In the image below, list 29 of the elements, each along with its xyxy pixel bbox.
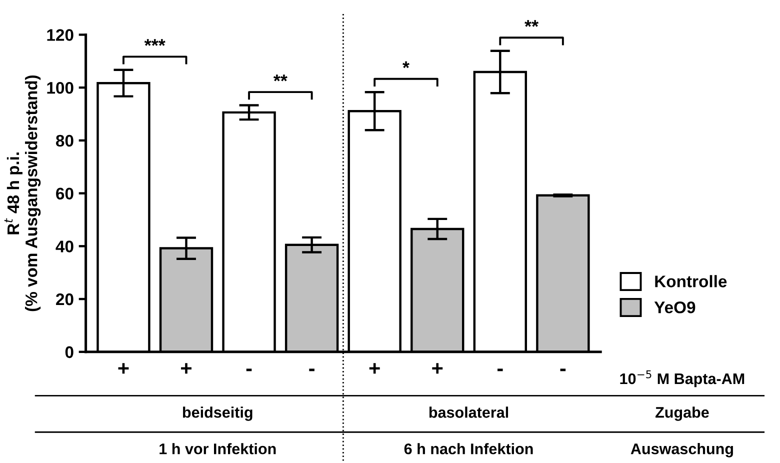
annotation: *: [402, 61, 410, 68]
x-tick-label: -: [309, 368, 314, 372]
text: basolateral: [429, 406, 508, 418]
x-tick-label: +: [181, 363, 192, 374]
annotation: **: [273, 74, 288, 82]
y-tick-label: 80: [56, 134, 74, 147]
text: Zugabe: [656, 406, 709, 421]
y-tick-label: 40: [56, 240, 74, 252]
text: 6 h nach Infektion: [404, 443, 533, 454]
legend-label: Kontrolle: [655, 275, 727, 288]
y-tick-label: 0: [65, 346, 74, 358]
x-tick-label: -: [497, 368, 503, 372]
text: Auswaschung: [630, 443, 733, 458]
text: beidseitig: [182, 406, 252, 421]
x-tick-label: +: [369, 363, 380, 374]
text: 10$^{−5}$ M Bapta-AM: [620, 370, 744, 388]
y-tick-label: 60: [56, 188, 74, 200]
annotation: ***: [144, 39, 166, 46]
legend-label: YeO9: [654, 301, 696, 314]
y-tick-label: 120: [47, 29, 74, 41]
x-tick-label: +: [118, 363, 129, 374]
y-tick-label: 100: [47, 82, 74, 94]
x-tick-label: -: [246, 368, 252, 372]
y-tick-label: 20: [56, 293, 74, 306]
text: **: [524, 20, 539, 27]
x-tick-label: -: [560, 368, 566, 372]
x-tick-label: +: [432, 363, 443, 374]
y-axis-title: R$^{t}$ 48 h p.i. (% vom Ausgangswiderstand): [4, 75, 41, 312]
text: 1 h vor Infektion: [160, 443, 276, 454]
